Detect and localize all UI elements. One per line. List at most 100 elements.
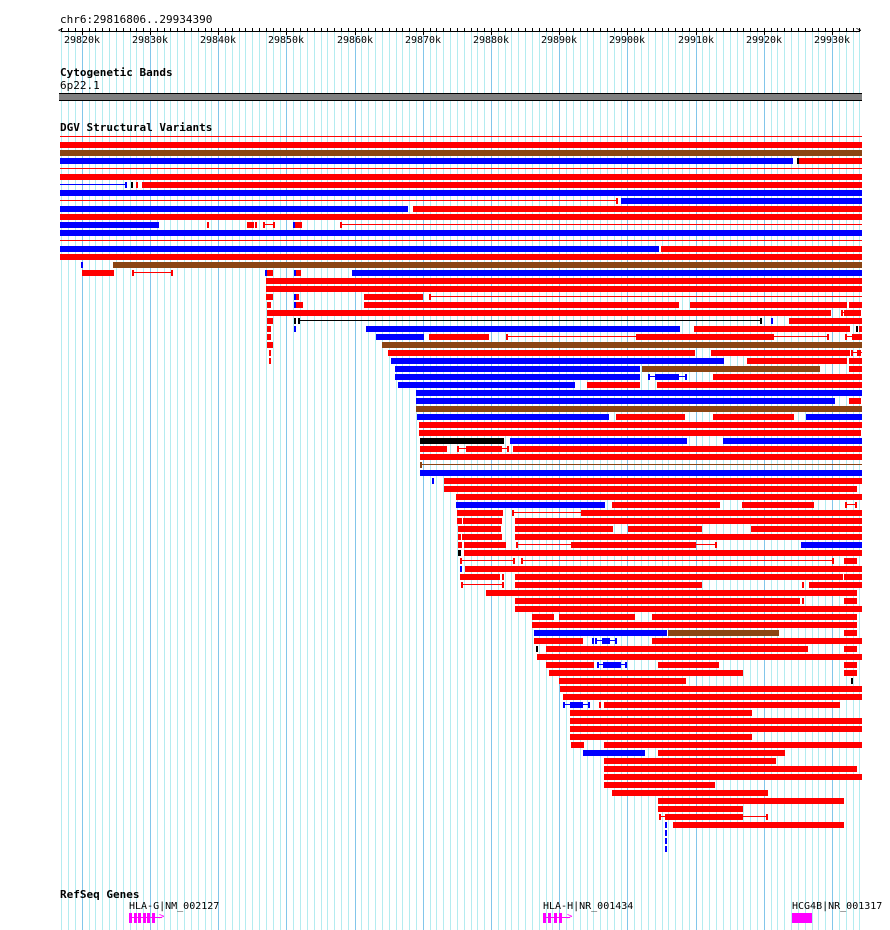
variant-segment[interactable] xyxy=(458,534,461,540)
variant-segment[interactable] xyxy=(604,742,862,748)
variant-segment[interactable] xyxy=(534,638,583,644)
variant-segment[interactable] xyxy=(661,246,862,252)
variant-connector[interactable] xyxy=(460,560,515,561)
variant-segment[interactable] xyxy=(844,310,861,316)
variant-segment[interactable] xyxy=(560,686,862,692)
variant-segment[interactable] xyxy=(420,454,862,460)
variant-segment[interactable] xyxy=(460,558,462,564)
variant-segment[interactable] xyxy=(458,526,501,532)
variant-segment[interactable] xyxy=(537,654,862,660)
variant-segment[interactable] xyxy=(849,398,861,404)
variant-segment[interactable] xyxy=(60,254,862,260)
variant-segment[interactable] xyxy=(512,510,514,516)
variant-segment[interactable] xyxy=(802,582,804,588)
variant-connector[interactable] xyxy=(60,240,862,241)
variant-segment[interactable] xyxy=(856,326,858,332)
variant-segment[interactable] xyxy=(559,678,686,684)
variant-segment[interactable] xyxy=(570,718,862,724)
variant-segment[interactable] xyxy=(294,318,296,324)
variant-segment[interactable] xyxy=(742,502,814,508)
variant-segment[interactable] xyxy=(444,478,862,484)
variant-segment[interactable] xyxy=(570,726,862,732)
variant-segment[interactable] xyxy=(516,542,518,548)
gene-model[interactable] xyxy=(792,913,812,923)
variant-segment[interactable] xyxy=(844,598,857,604)
variant-segment[interactable] xyxy=(760,318,762,324)
variant-segment[interactable] xyxy=(247,222,254,228)
variant-segment[interactable] xyxy=(799,158,862,164)
variant-segment[interactable] xyxy=(81,262,83,268)
variant-segment[interactable] xyxy=(851,678,853,684)
variant-segment[interactable] xyxy=(844,630,857,636)
variant-segment[interactable] xyxy=(456,502,605,508)
variant-segment[interactable] xyxy=(536,646,538,652)
variant-segment[interactable] xyxy=(595,638,597,644)
variant-connector[interactable] xyxy=(60,168,862,169)
variant-segment[interactable] xyxy=(827,334,829,340)
variant-segment[interactable] xyxy=(420,470,862,476)
variant-segment[interactable] xyxy=(685,374,687,380)
variant-segment[interactable] xyxy=(465,566,862,572)
variant-segment[interactable] xyxy=(395,366,640,372)
variant-segment[interactable] xyxy=(364,302,679,308)
variant-connector[interactable] xyxy=(60,184,126,185)
variant-segment[interactable] xyxy=(398,382,575,388)
variant-segment[interactable] xyxy=(583,750,645,756)
variant-segment[interactable] xyxy=(382,342,862,348)
variant-segment[interactable] xyxy=(648,374,650,380)
variant-segment[interactable] xyxy=(604,702,840,708)
variant-segment[interactable] xyxy=(673,822,844,828)
variant-segment[interactable] xyxy=(857,350,861,356)
variant-segment[interactable] xyxy=(559,614,635,620)
variant-segment[interactable] xyxy=(461,582,463,588)
variant-segment[interactable] xyxy=(267,342,273,348)
variant-segment[interactable] xyxy=(690,302,847,308)
variant-segment[interactable] xyxy=(429,334,489,340)
variant-segment[interactable] xyxy=(60,246,659,252)
variant-connector[interactable] xyxy=(851,352,862,353)
variant-segment[interactable] xyxy=(142,182,862,188)
variant-segment[interactable] xyxy=(751,526,862,532)
variant-segment[interactable] xyxy=(603,662,621,668)
variant-segment[interactable] xyxy=(570,702,583,708)
variant-segment[interactable] xyxy=(621,198,862,204)
variant-segment[interactable] xyxy=(60,174,862,180)
variant-segment[interactable] xyxy=(267,310,831,316)
variant-segment[interactable] xyxy=(612,790,768,796)
variant-segment[interactable] xyxy=(715,542,717,548)
variant-segment[interactable] xyxy=(513,558,515,564)
variant-segment[interactable] xyxy=(532,622,857,628)
variant-segment[interactable] xyxy=(592,638,594,644)
variant-segment[interactable] xyxy=(419,422,862,428)
variant-segment[interactable] xyxy=(464,542,506,548)
variant-segment[interactable] xyxy=(457,518,462,524)
variant-segment[interactable] xyxy=(546,646,808,652)
variant-segment[interactable] xyxy=(571,542,696,548)
variant-segment[interactable] xyxy=(207,222,209,228)
variant-segment[interactable] xyxy=(652,614,857,620)
variant-segment[interactable] xyxy=(658,798,844,804)
variant-segment[interactable] xyxy=(510,438,687,444)
variant-segment[interactable] xyxy=(506,334,508,340)
variant-segment[interactable] xyxy=(597,662,599,668)
variant-segment[interactable] xyxy=(457,446,459,452)
variant-segment[interactable] xyxy=(125,182,127,188)
variant-segment[interactable] xyxy=(429,294,431,300)
variant-segment[interactable] xyxy=(658,806,743,812)
variant-segment[interactable] xyxy=(60,142,862,148)
variant-connector[interactable] xyxy=(502,448,509,449)
variant-segment[interactable] xyxy=(628,526,702,532)
variant-segment[interactable] xyxy=(420,438,504,444)
variant-connector[interactable] xyxy=(132,272,173,273)
variant-segment[interactable] xyxy=(665,830,667,836)
variant-connector[interactable] xyxy=(521,560,834,561)
variant-segment[interactable] xyxy=(266,294,273,300)
variant-segment[interactable] xyxy=(513,446,515,452)
variant-segment[interactable] xyxy=(713,414,794,420)
gene-label[interactable]: HLA-H|NR_001434 xyxy=(543,901,634,912)
variant-segment[interactable] xyxy=(60,150,862,156)
variant-segment[interactable] xyxy=(802,598,804,604)
variant-segment[interactable] xyxy=(844,574,862,580)
variant-segment[interactable] xyxy=(789,318,862,324)
variant-segment[interactable] xyxy=(432,478,434,484)
